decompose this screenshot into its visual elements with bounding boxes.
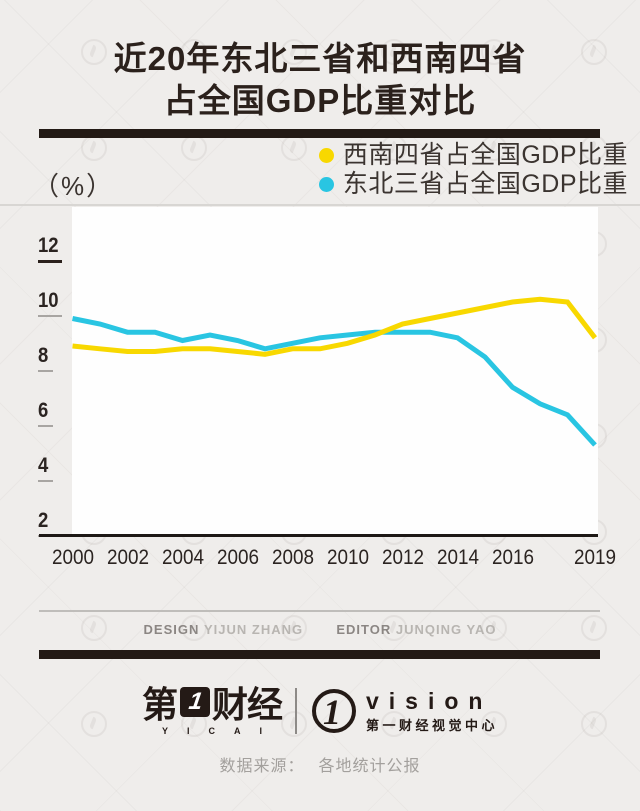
yicai-logo-cn: 第 1 财经	[141, 684, 283, 725]
editor-name: JUNQING YAO	[395, 622, 497, 637]
yicai-logo-en: YICAI	[161, 726, 281, 736]
x-tick-2004: 2004	[161, 546, 204, 569]
x-tick-2006: 2006	[216, 546, 259, 569]
chart-title-line2: 占全国GDP比重对比	[163, 82, 477, 119]
legend-label: 西南四省占全国GDP比重	[342, 141, 628, 169]
legend: 西南四省占全国GDP比重 东北三省占全国GDP比重	[318, 141, 628, 199]
legend-dot-cyan-icon	[318, 177, 334, 192]
y-tick-8: 8	[38, 344, 78, 372]
vision-logo-en: vision	[366, 687, 493, 714]
vision-one-icon: 1	[312, 689, 356, 733]
vision-text: vision 第一财经视觉中心	[366, 689, 498, 734]
legend-item-southwest: 西南四省占全国GDP比重	[318, 141, 628, 170]
y-tick-2: 2	[38, 509, 78, 537]
y-tick-12: 12	[38, 234, 78, 263]
design-label: DESIGN	[143, 622, 200, 637]
x-tick-2014: 2014	[436, 546, 479, 569]
data-source-label: 数据来源：	[219, 758, 305, 775]
y-tick-4: 4	[38, 454, 78, 482]
series-line-northeast	[72, 316, 597, 447]
x-tick-2010: 2010	[326, 546, 369, 569]
chart-title: 近20年东北三省和西南四省 占全国GDP比重对比	[0, 38, 640, 122]
bottom-rule	[39, 650, 600, 659]
legend-dot-yellow-icon	[318, 148, 334, 163]
x-tick-2016: 2016	[491, 546, 534, 569]
branding: 第 1 财经 YICAI 1 vision 第一财经视觉中心	[0, 684, 640, 737]
series-line-southwest	[72, 296, 597, 357]
x-tick-2000: 2000	[51, 546, 94, 569]
x-tick-2008: 2008	[271, 546, 314, 569]
y-tick-10: 10	[38, 289, 78, 317]
yicai-one-icon: 1	[179, 687, 210, 717]
footer-divider	[39, 610, 600, 612]
credits: DESIGN YIJUN ZHANG EDITOR JUNQING YAO	[0, 621, 640, 639]
legend-item-northeast: 东北三省占全国GDP比重	[318, 170, 628, 199]
x-tick-2019: 2019	[573, 546, 617, 569]
yicai-cn-suffix: 财经	[211, 684, 283, 725]
x-axis-line	[39, 534, 598, 537]
data-source-value: 各地统计公报	[318, 758, 421, 775]
x-tick-2002: 2002	[106, 546, 149, 569]
yicai-logo: 第 1 财经 YICAI	[141, 684, 283, 737]
unit-label: （%）	[33, 171, 115, 201]
yicai-cn-prefix: 第	[141, 684, 178, 725]
editor-label: EDITOR	[336, 622, 392, 637]
chart-title-line1: 近20年东北三省和西南四省	[113, 40, 527, 77]
data-source: 数据来源： 各地统计公报	[0, 752, 640, 776]
x-tick-2012: 2012	[381, 546, 424, 569]
top-rule	[39, 129, 600, 138]
chart-svg	[72, 296, 597, 447]
logo-divider	[295, 688, 297, 734]
y-tick-6: 6	[38, 399, 78, 427]
design-name: YIJUN ZHANG	[203, 622, 304, 637]
vision-logo-cn: 第一财经视觉中心	[366, 717, 499, 733]
legend-label: 东北三省占全国GDP比重	[342, 170, 628, 198]
plot-area	[72, 207, 598, 535]
vision-logo: 1 vision 第一财经视觉中心	[312, 689, 498, 734]
header-divider	[0, 204, 640, 206]
